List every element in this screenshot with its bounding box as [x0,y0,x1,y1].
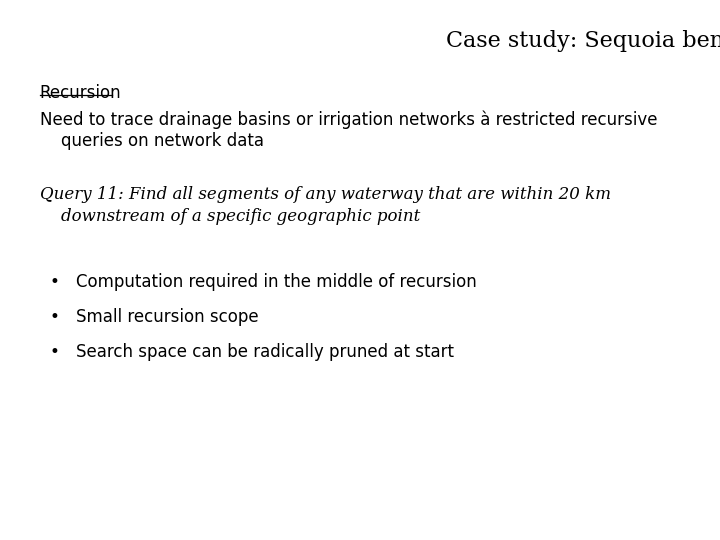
Text: queries on network data: queries on network data [40,132,264,150]
Text: Query 11: Find all segments of any waterway that are within 20 km: Query 11: Find all segments of any water… [40,186,611,203]
Text: •: • [49,308,59,326]
Text: Search space can be radically pruned at start: Search space can be radically pruned at … [76,343,454,361]
Text: •: • [49,343,59,361]
Text: Small recursion scope: Small recursion scope [76,308,258,326]
Text: •: • [49,273,59,291]
Text: Computation required in the middle of recursion: Computation required in the middle of re… [76,273,477,291]
Text: Recursion: Recursion [40,84,121,102]
Text: downstream of a specific geographic point: downstream of a specific geographic poin… [40,208,420,225]
Text: Need to trace drainage basins or irrigation networks à restricted recursive: Need to trace drainage basins or irrigat… [40,111,657,129]
Text: Case study: Sequoia benchmark: Case study: Sequoia benchmark [446,30,720,52]
